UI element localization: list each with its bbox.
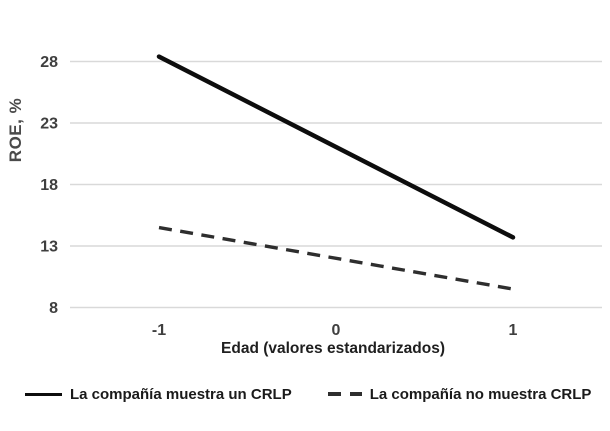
- x-tick-label: -1: [152, 322, 166, 339]
- solid-line-swatch-icon: [25, 392, 62, 396]
- legend-label-solid: La compañía muestra un CRLP: [70, 385, 292, 403]
- y-tick-label: 13: [40, 239, 58, 256]
- x-tick-label: 0: [332, 322, 341, 339]
- gridlines-group: [70, 60, 602, 309]
- x-tick-labels-group: -1 0 1: [152, 322, 518, 339]
- y-tick-label: 8: [49, 300, 58, 317]
- legend-item-solid: La compañía muestra un CRLP: [25, 386, 292, 403]
- dashed-line-swatch-icon: [327, 392, 362, 396]
- y-tick-label: 18: [40, 177, 58, 194]
- legend-item-dashed: La compañía no muestra CRLP: [327, 385, 592, 403]
- y-tick-label: 23: [40, 116, 58, 133]
- series-lines-group: [156, 54, 516, 291]
- x-tick-label: 1: [509, 322, 518, 339]
- series-line-solid: [156, 54, 516, 240]
- series-line-dashed: [158, 225, 514, 291]
- y-tick-label: 28: [40, 54, 58, 71]
- y-tick-labels-group: 8 13 18 23 28: [40, 54, 58, 317]
- chart-legend: La compañía muestra un CRLP La compañía …: [25, 382, 591, 406]
- x-axis-title: Edad (valores estandarizados): [221, 340, 445, 357]
- y-axis-title: ROE, %: [6, 98, 25, 162]
- legend-label-dashed: La compañía no muestra CRLP: [369, 385, 592, 403]
